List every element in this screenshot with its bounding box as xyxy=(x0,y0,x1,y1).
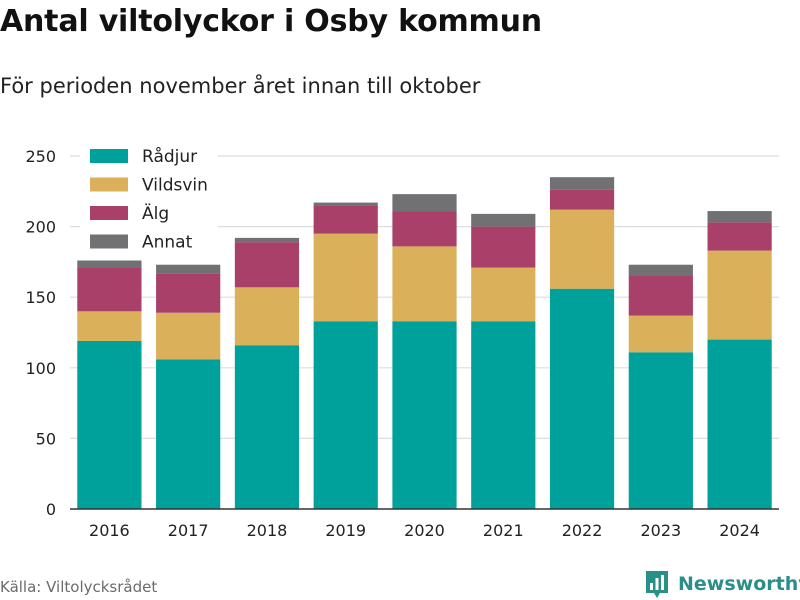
x-tick-label: 2024 xyxy=(719,521,760,540)
y-axis-ticks: 0 50 100 150 200 250 xyxy=(25,147,56,519)
x-tick-label: 2019 xyxy=(325,521,366,540)
chart-title: Antal viltolyckor i Osby kommun xyxy=(0,4,542,39)
bar-segment[interactable] xyxy=(471,226,536,268)
bar-chart-logo-icon xyxy=(646,571,668,598)
bar-segment[interactable] xyxy=(549,189,615,210)
bar-segment[interactable] xyxy=(471,213,536,227)
legend-swatch xyxy=(90,149,128,163)
bar-stack[interactable] xyxy=(392,194,457,509)
y-tick-label: 150 xyxy=(25,288,56,307)
bar-segment[interactable] xyxy=(77,340,142,509)
bar-segment[interactable] xyxy=(628,276,693,316)
bar-segment[interactable] xyxy=(77,311,142,341)
bar-segment[interactable] xyxy=(707,339,772,509)
bar-segment[interactable] xyxy=(549,209,615,289)
chart-subtitle: För perioden november året innan till ok… xyxy=(0,74,481,98)
y-tick-label: 200 xyxy=(25,218,56,237)
bar-stack[interactable] xyxy=(77,260,142,509)
bar-stack[interactable] xyxy=(313,202,378,509)
x-tick-label: 2020 xyxy=(404,521,445,540)
legend-item[interactable]: Vildsvin xyxy=(90,176,208,196)
brand-name: Newsworthy xyxy=(678,573,800,595)
bar-stack[interactable] xyxy=(628,264,693,509)
bar-segment[interactable] xyxy=(707,222,772,251)
x-tick-label: 2023 xyxy=(640,521,681,540)
legend-swatch xyxy=(90,234,128,249)
legend-item[interactable]: Rådjur xyxy=(90,146,197,167)
y-tick-label: 100 xyxy=(25,359,56,378)
bar-segment[interactable] xyxy=(628,352,693,509)
bar-segment[interactable] xyxy=(77,260,142,268)
x-tick-label: 2022 xyxy=(562,521,603,540)
legend-label: Rådjur xyxy=(142,146,197,167)
legend-swatch xyxy=(90,206,128,220)
legend-swatch xyxy=(90,177,128,192)
x-tick-label: 2018 xyxy=(247,521,288,540)
bar-segment[interactable] xyxy=(471,267,536,322)
y-tick-label: 250 xyxy=(25,147,56,166)
bar-segment[interactable] xyxy=(156,264,221,274)
x-tick-label: 2016 xyxy=(89,521,130,540)
x-axis-ticks: 2016 2017 2018 2019 2020 2021 2022 2023 2024 xyxy=(89,521,760,540)
bar-segment[interactable] xyxy=(313,321,378,509)
bar-segment[interactable] xyxy=(234,237,300,243)
bar-segment[interactable] xyxy=(392,246,457,322)
bar-stacks xyxy=(77,177,772,509)
x-tick-label: 2017 xyxy=(168,521,209,540)
bar-segment[interactable] xyxy=(707,250,772,340)
bar-segment[interactable] xyxy=(549,177,615,190)
legend-item[interactable]: Älg xyxy=(90,203,169,224)
bar-segment[interactable] xyxy=(628,264,693,277)
bar-stack[interactable] xyxy=(707,211,772,509)
bar-segment[interactable] xyxy=(156,359,221,509)
bar-segment[interactable] xyxy=(549,288,615,509)
legend-label: Vildsvin xyxy=(142,176,208,196)
bar-segment[interactable] xyxy=(707,211,772,223)
legend-item[interactable]: Annat xyxy=(90,233,193,253)
bar-segment[interactable] xyxy=(234,345,300,509)
bar-segment[interactable] xyxy=(234,242,300,288)
bar-segment[interactable] xyxy=(313,202,378,206)
legend: Rådjur Vildsvin Älg Annat xyxy=(80,142,218,256)
stacked-bar-chart: 0 50 100 150 200 250 2016 2017 2018 2019 2020 2021… xyxy=(25,142,779,540)
bar-segment[interactable] xyxy=(313,233,378,322)
bar-segment[interactable] xyxy=(313,205,378,234)
bar-segment[interactable] xyxy=(392,321,457,509)
bar-segment[interactable] xyxy=(156,312,221,360)
legend-label: Annat xyxy=(142,233,193,253)
bar-segment[interactable] xyxy=(77,267,142,312)
bar-segment[interactable] xyxy=(471,321,536,509)
bar-segment[interactable] xyxy=(234,287,300,346)
source-note: Källa: Viltolycksrådet xyxy=(0,578,158,596)
bar-segment[interactable] xyxy=(156,273,221,313)
y-tick-label: 50 xyxy=(36,429,56,448)
legend-label: Älg xyxy=(142,203,169,224)
bar-segment[interactable] xyxy=(392,211,457,247)
x-tick-label: 2021 xyxy=(483,521,524,540)
bar-stack[interactable] xyxy=(234,237,300,509)
bar-segment[interactable] xyxy=(392,194,457,212)
bar-stack[interactable] xyxy=(156,264,221,509)
brand-logo[interactable]: Newsworthy xyxy=(644,568,800,600)
y-tick-label: 0 xyxy=(46,500,56,519)
bar-stack[interactable] xyxy=(471,213,536,509)
bar-stack[interactable] xyxy=(549,177,615,509)
bar-segment[interactable] xyxy=(628,315,693,353)
